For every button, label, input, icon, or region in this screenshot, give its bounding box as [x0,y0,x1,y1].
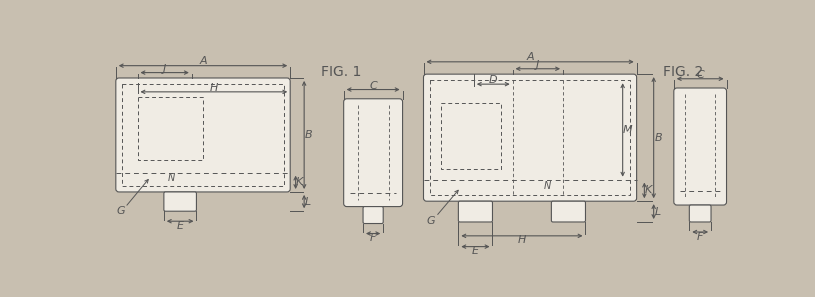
Text: J: J [163,64,166,74]
Text: N: N [168,173,175,183]
Text: G: G [427,216,435,226]
Text: H: H [518,236,526,245]
Text: F: F [697,232,703,242]
FancyBboxPatch shape [458,201,492,222]
FancyBboxPatch shape [552,201,585,222]
Text: FIG. 1: FIG. 1 [321,65,362,79]
Text: J: J [536,60,540,70]
Text: A: A [526,52,534,62]
Text: M: M [623,125,632,135]
FancyBboxPatch shape [344,99,403,207]
Text: L: L [305,197,311,207]
Text: B: B [654,133,662,143]
FancyBboxPatch shape [689,205,711,222]
Text: L: L [655,207,662,217]
Text: A: A [199,56,207,66]
FancyBboxPatch shape [363,207,383,224]
Text: E: E [177,221,183,231]
Text: K: K [296,177,303,187]
Text: E: E [472,246,479,256]
Text: D: D [489,75,498,85]
Text: H: H [209,83,218,93]
Text: C: C [369,81,377,91]
FancyBboxPatch shape [116,78,290,192]
Text: C: C [696,70,704,80]
Text: G: G [117,206,125,216]
FancyBboxPatch shape [164,192,196,211]
Text: B: B [305,130,313,140]
Text: K: K [645,185,652,195]
Text: N: N [544,181,551,191]
FancyBboxPatch shape [674,88,726,205]
FancyBboxPatch shape [424,74,637,201]
Text: F: F [370,233,377,243]
Text: FIG. 2: FIG. 2 [663,65,703,79]
